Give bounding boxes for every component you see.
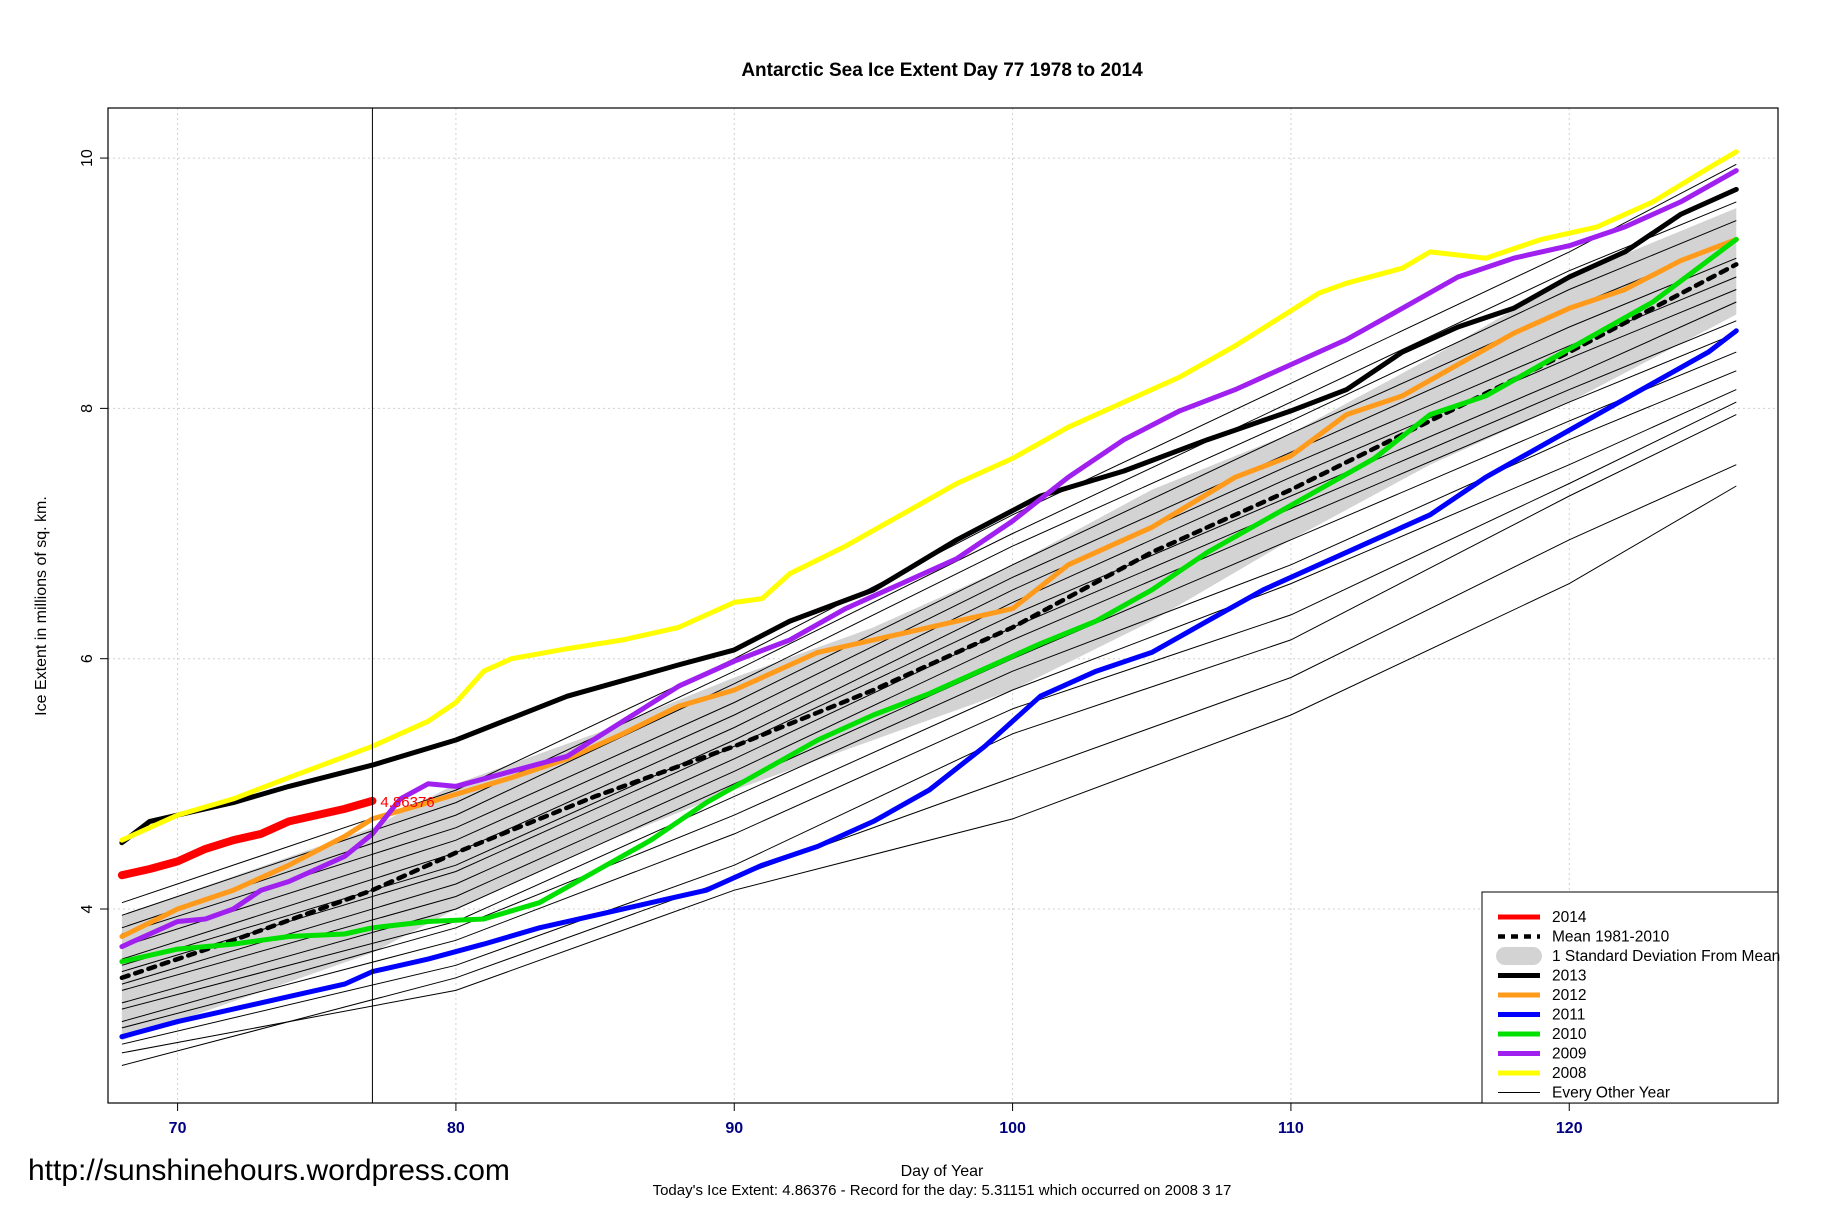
legend-2014-label: 2014 bbox=[1552, 909, 1587, 926]
series-line-2008 bbox=[119, 149, 1739, 843]
y-tick-label: 6 bbox=[79, 654, 96, 663]
y-tick-label: 4 bbox=[79, 904, 96, 913]
today-value-label: 4.86376 bbox=[380, 794, 434, 811]
series-line-2013 bbox=[119, 186, 1739, 846]
other-year-line bbox=[121, 201, 1737, 916]
series-line-2012 bbox=[119, 236, 1739, 939]
other-year-line bbox=[121, 485, 1737, 1054]
x-tick-label: 70 bbox=[169, 1120, 187, 1137]
legend-2010-label: 2010 bbox=[1552, 1026, 1587, 1043]
plot-frame bbox=[107, 107, 1779, 1104]
other-year-line bbox=[121, 389, 1737, 1023]
x-tick-label: 80 bbox=[447, 1120, 465, 1137]
legend-1-standard-deviation-from-mean-label: 1 Standard Deviation From Mean bbox=[1552, 948, 1780, 965]
y-axis-ticks: 4 6 8 10 bbox=[79, 149, 108, 913]
legend-2011-label: 2011 bbox=[1552, 1007, 1585, 1024]
series-line-2009 bbox=[119, 168, 1739, 950]
legend-1-standard-deviation-from-mean-swatch bbox=[1496, 947, 1542, 965]
other-year-line bbox=[121, 332, 1737, 991]
other-year-line bbox=[121, 414, 1737, 1045]
other-year-line bbox=[121, 220, 1737, 929]
current-day-marker: 4.86376 bbox=[371, 108, 435, 1103]
x-axis-label: Day of Year bbox=[901, 1163, 984, 1180]
x-tick-label: 90 bbox=[725, 1120, 743, 1137]
x-tick-label: 100 bbox=[999, 1120, 1026, 1137]
legend-mean-1981-2010-label: Mean 1981-2010 bbox=[1552, 929, 1670, 946]
x-axis-ticks: 70 80 90 100 110 120 bbox=[169, 1103, 1583, 1137]
other-year-line bbox=[121, 401, 1737, 1029]
legend-every-other-year-label: Every Other Year bbox=[1552, 1085, 1670, 1102]
std-deviation-band bbox=[121, 208, 1737, 1041]
series-line-2010 bbox=[119, 236, 1739, 965]
std-band-area bbox=[121, 208, 1737, 1041]
y-tick-label: 10 bbox=[79, 149, 96, 167]
other-year-lines bbox=[121, 163, 1737, 1066]
x-tick-label: 110 bbox=[1278, 1120, 1304, 1137]
legend-2012-label: 2012 bbox=[1552, 987, 1586, 1004]
x-tick-label: 120 bbox=[1556, 1120, 1583, 1137]
other-year-line bbox=[121, 257, 1737, 948]
y-axis-label: Ice Extent in millions of sq. km. bbox=[33, 496, 50, 716]
legend-2008-label: 2008 bbox=[1552, 1065, 1586, 1082]
other-year-line bbox=[121, 301, 1737, 973]
other-year-line bbox=[121, 464, 1737, 1066]
legend-2013-label: 2013 bbox=[1552, 968, 1586, 985]
y-tick-label: 8 bbox=[79, 404, 96, 413]
other-year-line bbox=[121, 289, 1737, 966]
other-year-line bbox=[121, 163, 1737, 904]
watermark: http://sunshinehours.wordpress.com bbox=[28, 1154, 510, 1187]
footnote: Today's Ice Extent: 4.86376 - Record for… bbox=[653, 1182, 1232, 1199]
series-line-2014 bbox=[117, 796, 377, 880]
chart-title: Antarctic Sea Ice Extent Day 77 1978 to … bbox=[741, 60, 1143, 81]
legend-2009-label: 2009 bbox=[1552, 1046, 1586, 1063]
legend: 2014 Mean 1981-2010 1 Standard Deviation F… bbox=[1481, 891, 1780, 1104]
